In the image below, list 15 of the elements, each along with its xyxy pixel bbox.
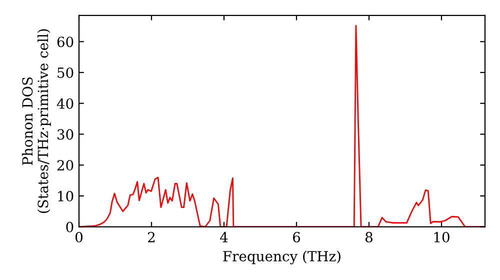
y-tick-label: 30 xyxy=(58,129,74,140)
y-axis-title: Phonon DOS (States/THz·primitive cell) xyxy=(22,29,51,213)
y-tick-label: 40 xyxy=(56,98,74,109)
x-tick-label: 6 xyxy=(293,232,300,242)
x-tick-label: 0 xyxy=(75,232,82,242)
y-tick-label: 0 xyxy=(66,222,74,232)
x-tick-label: 10 xyxy=(434,232,450,242)
x-tick-label: 2 xyxy=(148,232,155,242)
y-tick-label: 50 xyxy=(58,67,74,78)
x-axis-title: Frequency (THz) xyxy=(223,250,340,264)
y-tick-label: 60 xyxy=(57,36,74,48)
y-tick-label: 10 xyxy=(58,190,74,202)
y-tick-label: 20 xyxy=(57,160,74,171)
x-tick-label: 4 xyxy=(220,232,228,242)
x-tick-label: 8 xyxy=(366,232,372,242)
